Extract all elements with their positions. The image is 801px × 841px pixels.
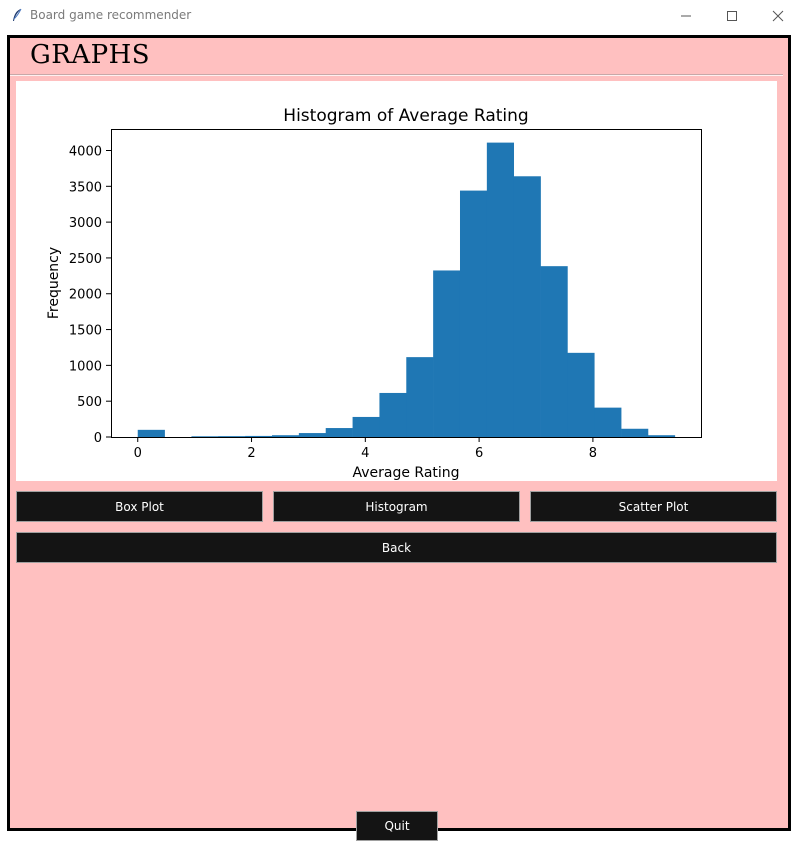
histogram-bar (137, 429, 165, 437)
feather-icon (13, 8, 22, 21)
header-divider (10, 74, 783, 76)
y-tick-label: 0 (94, 431, 102, 446)
histogram-bar (272, 435, 300, 437)
scatter-plot-button[interactable]: Scatter Plot (530, 491, 777, 522)
histogram-bar (218, 436, 246, 437)
histogram-bar (594, 407, 622, 437)
histogram-chart: 0 2 4 6 8 0 500 1000 1500 2000 2500 3000 3500 4000 H… (46, 106, 702, 481)
y-tick-label: 1500 (69, 324, 102, 339)
histogram-bar (567, 352, 595, 437)
chart-canvas: 0 2 4 6 8 0 500 1000 1500 2000 2500 3000 3500 4000 H… (16, 81, 777, 481)
y-tick-label: 3500 (69, 180, 102, 195)
histogram-bar (191, 436, 219, 437)
histogram-bar (647, 435, 676, 437)
y-axis-label: Frequency (46, 247, 62, 319)
histogram-bar (245, 435, 273, 437)
x-tick-label: 8 (589, 446, 597, 461)
minimize-button[interactable] (663, 0, 709, 31)
box-plot-button[interactable]: Box Plot (16, 491, 263, 522)
histogram-bar (379, 392, 407, 437)
y-tick-label: 2500 (69, 252, 102, 267)
window-titlebar: Board game recommender (0, 0, 801, 31)
back-button[interactable]: Back (16, 532, 777, 563)
histogram-bar (352, 416, 380, 437)
maximize-button[interactable] (709, 0, 755, 31)
chart-title: Histogram of Average Rating (283, 106, 528, 126)
y-tick-label: 1000 (69, 359, 102, 374)
histogram-bar (621, 428, 649, 437)
histogram-button[interactable]: Histogram (273, 491, 520, 522)
page-title: GRAPHS (30, 40, 151, 70)
y-tick-label: 2000 (69, 288, 102, 303)
x-tick-label: 6 (475, 446, 483, 461)
histogram-bar (459, 190, 488, 437)
x-tick-label: 0 (134, 446, 142, 461)
x-axis-label: Average Rating (352, 465, 459, 481)
histogram-bar (540, 266, 568, 437)
close-icon (772, 10, 784, 22)
maximize-icon (727, 11, 737, 21)
histogram-bar (325, 428, 353, 437)
histogram-bar (298, 433, 327, 437)
x-tick-label: 4 (361, 446, 369, 461)
minimize-icon (681, 15, 691, 17)
x-tick-label: 2 (247, 446, 255, 461)
histogram-bar (486, 142, 515, 437)
window-title: Board game recommender (30, 8, 192, 22)
histogram-bar (433, 270, 461, 437)
y-tick-label: 500 (77, 395, 102, 410)
close-button[interactable] (755, 0, 801, 31)
y-tick-label: 4000 (69, 144, 102, 159)
quit-button[interactable]: Quit (356, 811, 438, 841)
y-tick-label: 3000 (69, 216, 102, 231)
histogram-bar (513, 176, 541, 437)
plot-frame (111, 129, 702, 438)
histogram-bar (406, 357, 434, 437)
